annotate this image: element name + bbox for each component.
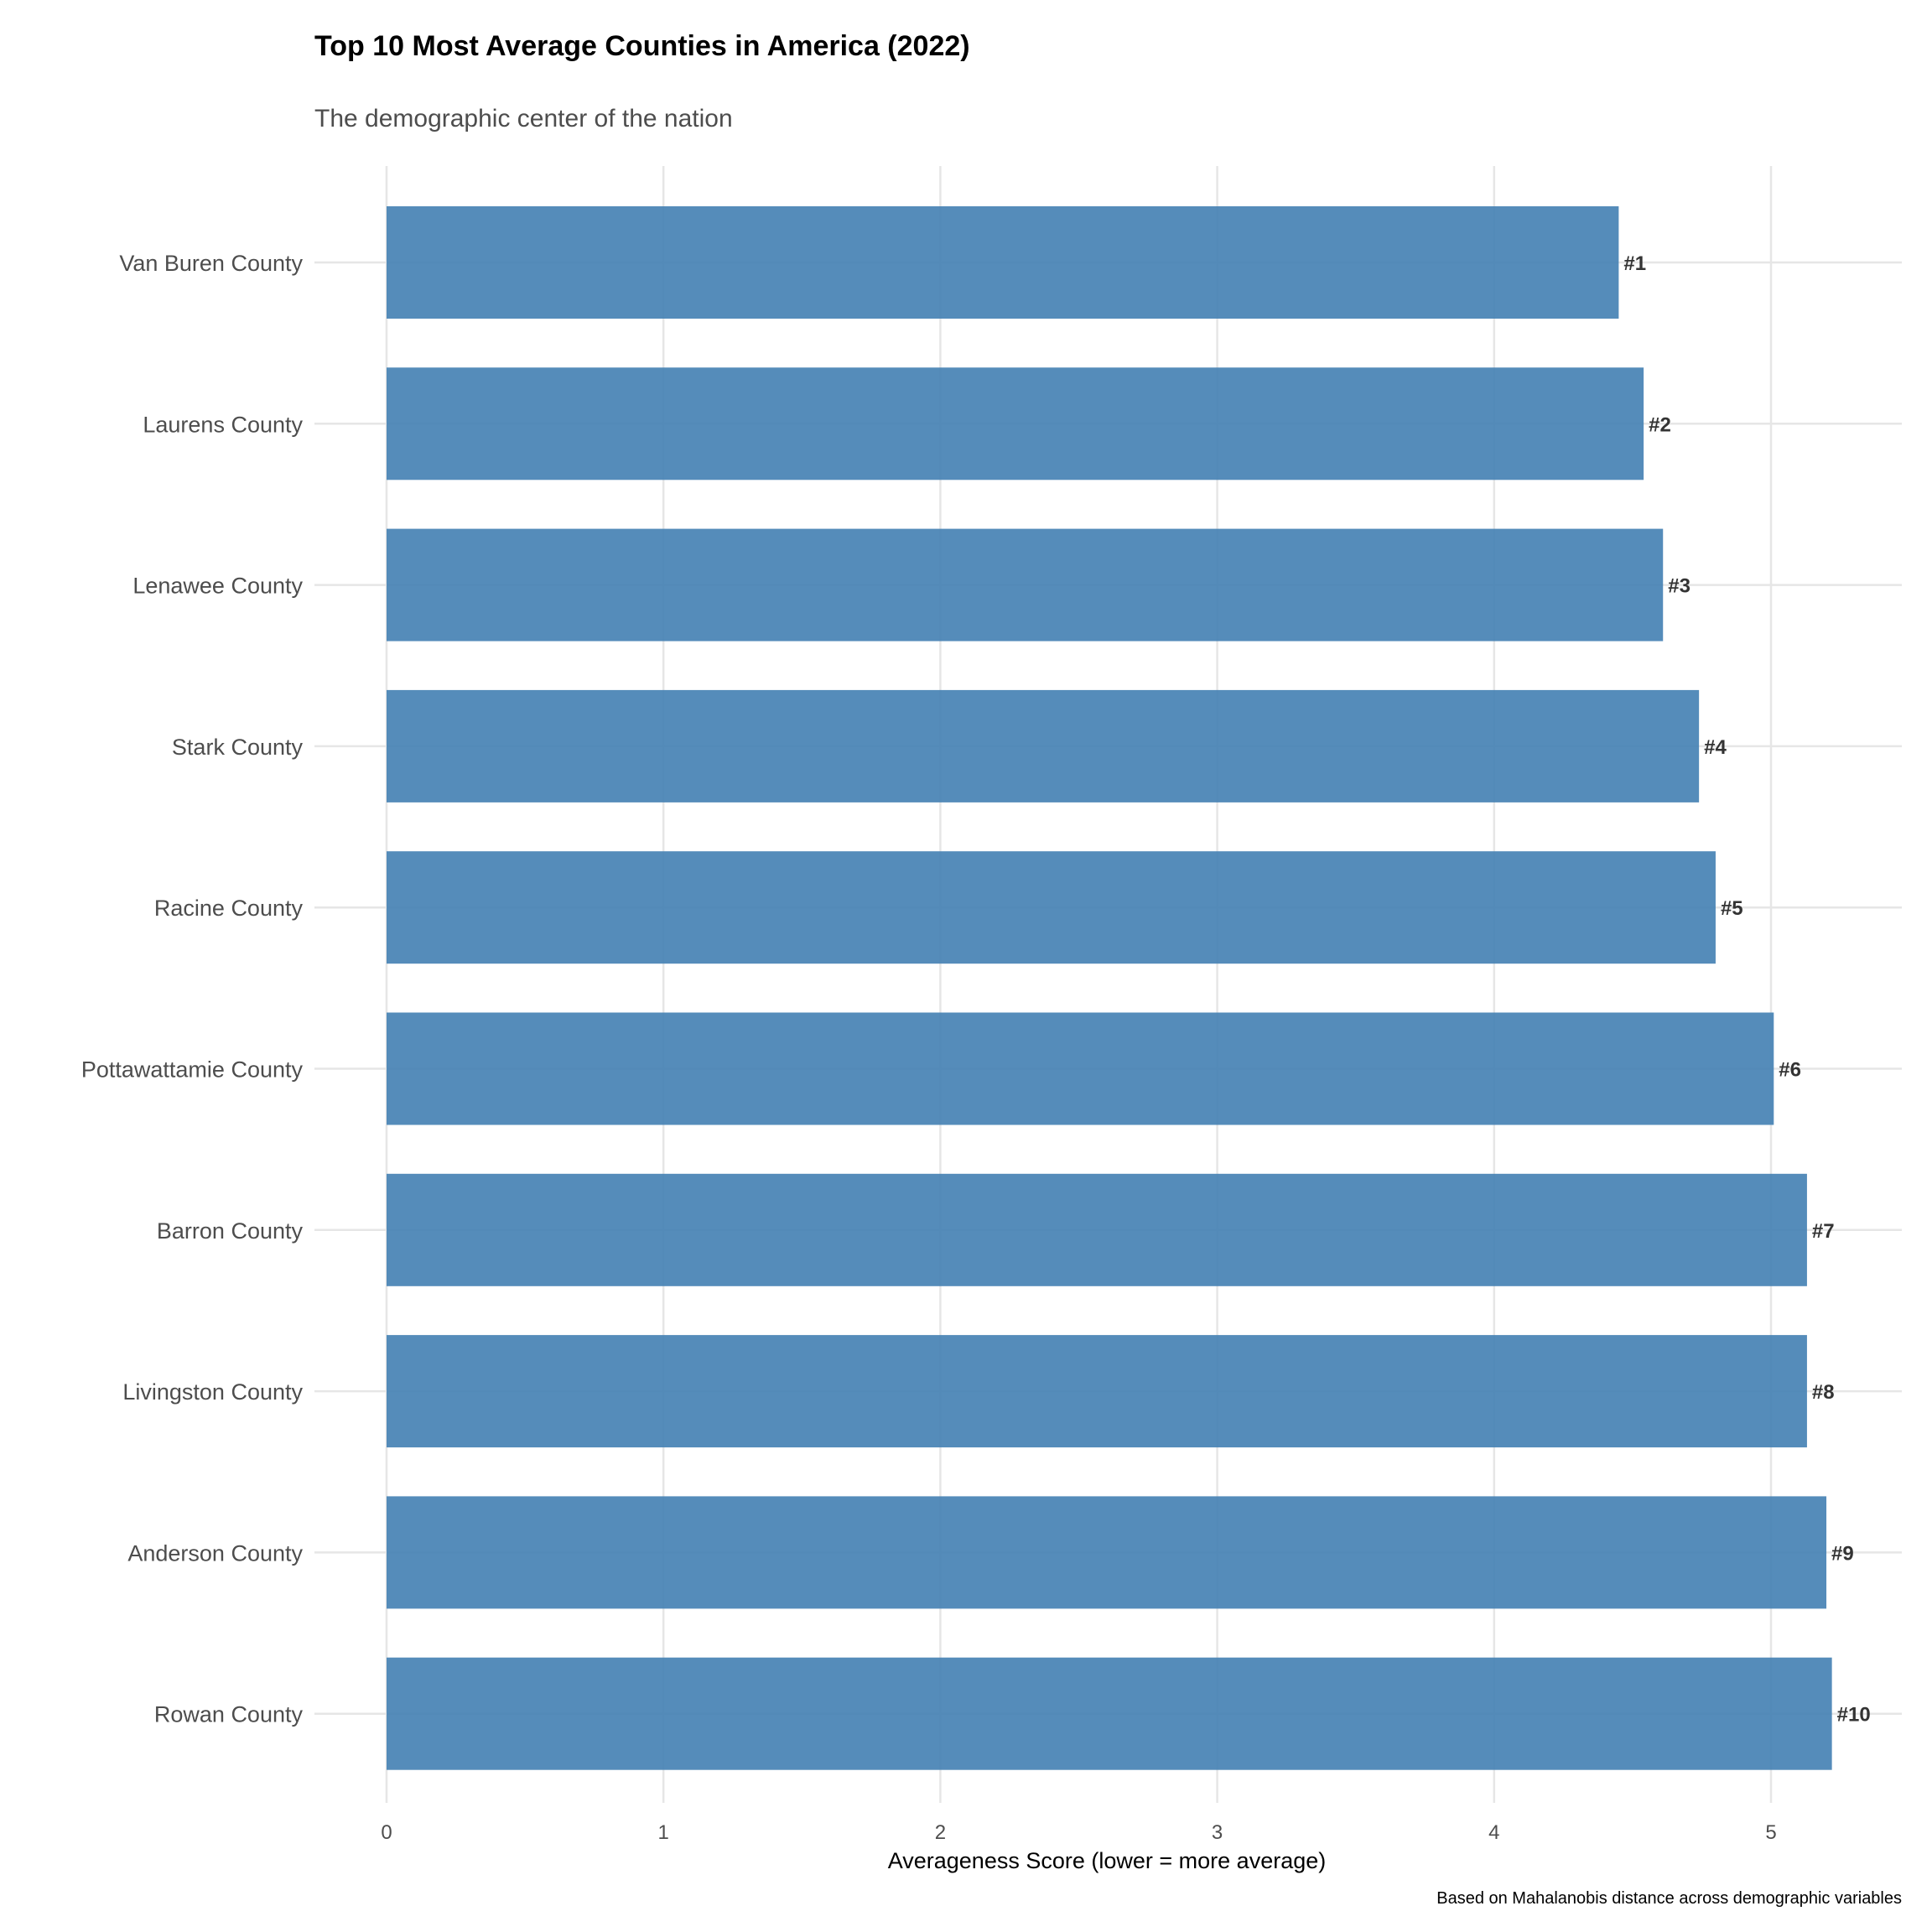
x-tick-label: 2	[935, 1821, 946, 1844]
chart-title: Top 10 Most Average Counties in America …	[314, 30, 970, 62]
bar-rank-label: #6	[1779, 1059, 1801, 1082]
bar-rank-label: #4	[1704, 736, 1727, 759]
x-tick-label: 4	[1488, 1821, 1499, 1844]
y-category-label: Lenawee County	[132, 574, 303, 599]
x-axis-title: Averageness Score (lower = more average)	[888, 1848, 1327, 1873]
chart-caption: Based on Mahalanobis distance across dem…	[1436, 1889, 1902, 1908]
bar-rank-label: #9	[1831, 1542, 1854, 1565]
bar-rank-label: #1	[1623, 252, 1646, 275]
horizontal-gridlines	[314, 261, 1902, 1715]
bar	[387, 1657, 1832, 1770]
x-tick-label: 5	[1765, 1821, 1776, 1844]
y-category-label: Racine County	[154, 896, 304, 921]
y-category-label: Stark County	[172, 735, 304, 760]
x-tick-label: 3	[1212, 1821, 1223, 1844]
bar	[387, 851, 1716, 964]
bar-labels-group: #1 #2 #3 #4 #5 #6 #7 #8 #9 #10	[1623, 252, 1870, 1727]
y-category-label: Laurens County	[143, 412, 303, 437]
bar-rank-label: #2	[1649, 413, 1671, 436]
x-tick-label: 0	[381, 1821, 392, 1844]
bars-group	[387, 206, 1832, 1770]
bar	[387, 367, 1644, 480]
x-axis-tick-labels: 0 1 2 3 4 5	[381, 1821, 1776, 1844]
bar-rank-label: #7	[1812, 1220, 1835, 1243]
x-tick-label: 1	[658, 1821, 669, 1844]
bar	[387, 1335, 1807, 1448]
bar	[387, 1496, 1827, 1609]
y-category-label: Van Buren County	[119, 251, 303, 276]
bar-rank-label: #3	[1668, 575, 1690, 598]
chart-subtitle: The demographic center of the nation	[314, 105, 733, 132]
bar-rank-label: #10	[1837, 1704, 1871, 1727]
y-category-label: Barron County	[157, 1218, 304, 1244]
bar-rank-label: #8	[1812, 1381, 1835, 1404]
y-axis-labels: Van Buren County Laurens County Lenawee Co…	[81, 251, 304, 1727]
bar	[387, 1173, 1807, 1286]
bar	[387, 528, 1664, 641]
y-category-label: Livingston County	[122, 1379, 303, 1405]
bar	[387, 1012, 1774, 1125]
y-category-label: Anderson County	[127, 1540, 303, 1566]
y-category-label: Pottawattamie County	[81, 1057, 304, 1083]
bar	[387, 689, 1700, 802]
bar	[387, 206, 1619, 319]
bar-rank-label: #5	[1721, 897, 1743, 920]
y-category-label: Rowan County	[154, 1702, 304, 1727]
